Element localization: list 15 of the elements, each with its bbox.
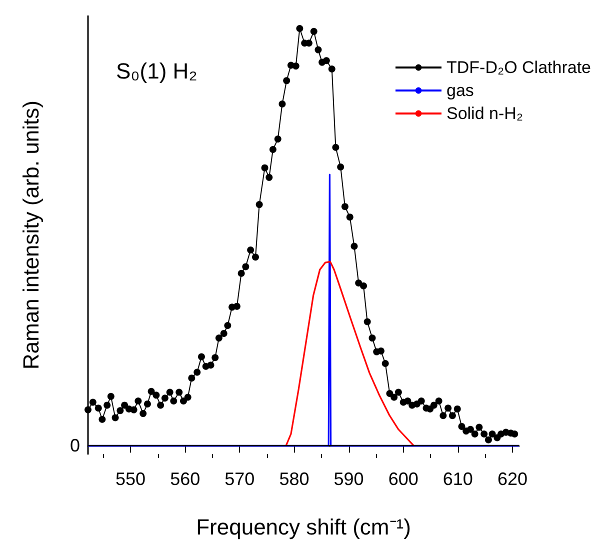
legend-label: Solid n-H₂ (446, 104, 524, 123)
y-axis-title: Raman intensity (arb. units) (18, 100, 44, 370)
x-tick-label: 590 (334, 469, 364, 489)
annotation: S₀(1) H₂ (116, 58, 198, 84)
x-tick-label: 570 (224, 469, 255, 489)
x-tick-label: 610 (442, 469, 473, 489)
legend-label: TDF-D₂O Clathrate (446, 58, 592, 77)
x-tick-label: 580 (279, 469, 310, 489)
x-tick-label: 620 (497, 469, 528, 489)
x-tick-label: 550 (116, 469, 146, 489)
ref-line-label: 0 (70, 436, 80, 456)
x-axis-title: Frequency shift (cm⁻¹) (196, 514, 411, 540)
legend-label: gas (446, 81, 474, 100)
x-tick-label: 560 (170, 469, 200, 489)
x-tick-label: 600 (388, 469, 418, 489)
